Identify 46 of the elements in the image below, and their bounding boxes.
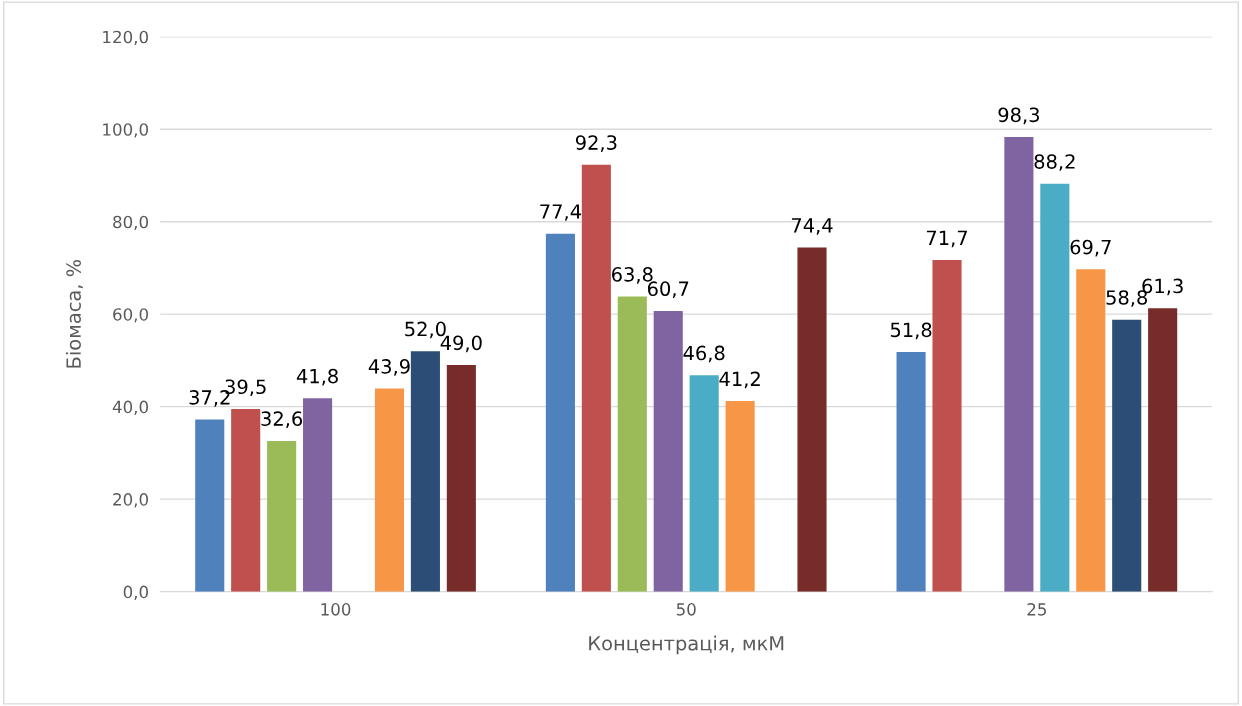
- bar: [1076, 269, 1106, 592]
- data-label: 51,8: [890, 322, 932, 340]
- data-label: 71,7: [926, 230, 967, 248]
- bar: [725, 401, 755, 592]
- bar: [446, 365, 476, 592]
- bar: [410, 351, 440, 592]
- y-tick-label: 40,0: [112, 400, 148, 415]
- data-label: 69,7: [1070, 239, 1111, 257]
- data-label: 43,9: [368, 359, 410, 376]
- y-tick-label: 60,0: [113, 308, 148, 323]
- y-tick-label: 20,0: [113, 493, 148, 508]
- x-tick-label: 50: [676, 603, 696, 616]
- y-tick-label: 0,0: [123, 585, 148, 600]
- bar: [932, 260, 962, 592]
- x-tick-label: 100: [321, 603, 351, 616]
- bar: [581, 164, 611, 592]
- bar: [374, 388, 405, 592]
- data-label: 41,2: [719, 371, 760, 389]
- data-label: 88,2: [1034, 154, 1075, 171]
- bar: [653, 310, 683, 592]
- data-label: 46,8: [683, 345, 725, 363]
- x-axis-title: Концентрація, мкМ: [589, 635, 784, 655]
- bar: [195, 419, 225, 592]
- bar: [545, 233, 575, 592]
- bar: [1004, 137, 1034, 592]
- bar: [1112, 319, 1142, 592]
- y-tick-label: 80,0: [113, 215, 148, 230]
- bar: [231, 408, 261, 592]
- bar: [689, 375, 719, 592]
- data-label: 41,8: [296, 368, 338, 386]
- y-axis-title: Біомаса, %: [65, 259, 83, 368]
- x-tick-label: 25: [1027, 603, 1047, 616]
- y-tick-label: 120,0: [103, 30, 148, 45]
- bar: [1040, 183, 1070, 592]
- bar: [1148, 308, 1178, 592]
- data-label: 32,6: [261, 411, 303, 428]
- y-tick-label: 100,0: [103, 123, 148, 138]
- bar: [303, 398, 333, 592]
- data-label: 92,3: [575, 135, 617, 152]
- bar: [797, 247, 827, 592]
- data-label: 77,4: [540, 204, 581, 221]
- bar: [267, 440, 297, 592]
- bar: [896, 352, 926, 592]
- data-label: 74,4: [791, 218, 833, 235]
- data-label: 98,3: [998, 107, 1039, 125]
- bar: [617, 296, 647, 592]
